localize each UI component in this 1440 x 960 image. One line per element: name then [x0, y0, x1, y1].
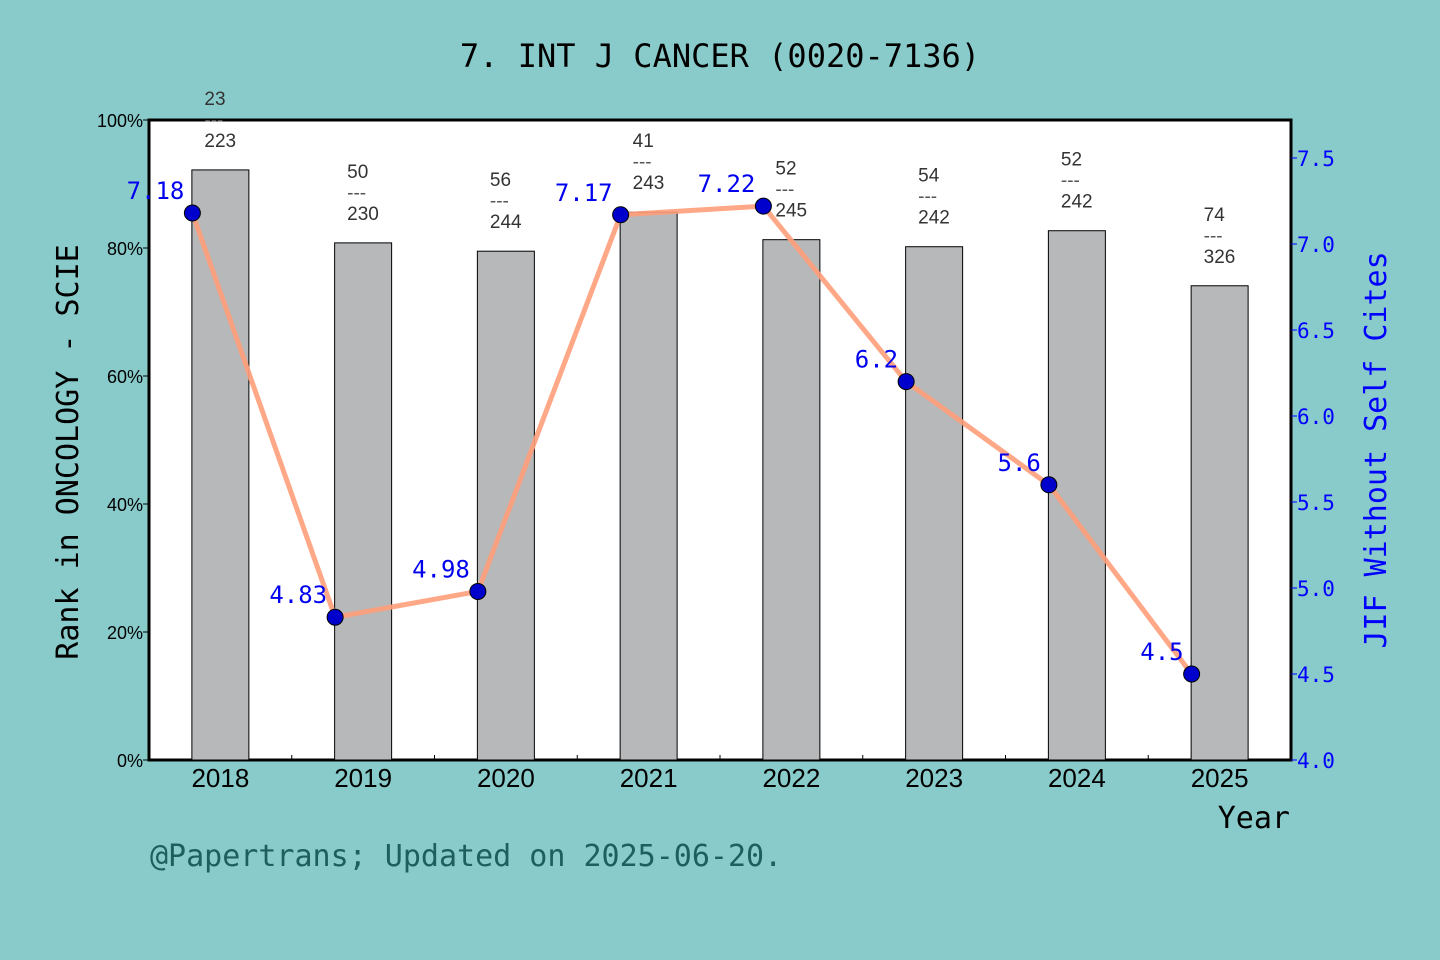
bar-separator-2025: --- [1204, 226, 1223, 247]
bar-2023 [905, 246, 964, 761]
x-tick-label-2023: 2023 [905, 763, 963, 793]
bar-total-label-2025: 326 [1204, 247, 1236, 268]
jif-line [190, 203, 1194, 676]
bar-separator-2018: --- [204, 110, 223, 131]
jif-marker-2024 [1040, 476, 1058, 494]
left-tick-label: 60% [107, 367, 143, 387]
footer-credit: @Papertrans; Updated on 2025-06-20. [150, 839, 782, 874]
jif-label-2021: 7.17 [555, 179, 613, 207]
left-tick-label: 0% [117, 751, 143, 771]
x-tick-label-2020: 2020 [477, 763, 535, 793]
bar-total-label-2018: 223 [204, 131, 236, 152]
left-tick-label: 80% [107, 239, 143, 259]
right-tick-label: 7.5 [1297, 147, 1335, 171]
jif-marker-2018 [183, 204, 201, 222]
jif-marker-2022 [754, 197, 772, 215]
chart-title: 7. INT J CANCER (0020-7136) [460, 37, 980, 75]
bar-2018 [191, 169, 250, 761]
jif-marker-2025 [1183, 665, 1201, 683]
bar-separator-2024: --- [1061, 171, 1080, 192]
x-tick-label-2022: 2022 [762, 763, 820, 793]
jif-label-2020: 4.98 [412, 555, 470, 583]
x-tick-label-2021: 2021 [620, 763, 678, 793]
right-tick-label: 4.0 [1297, 749, 1335, 773]
x-tick-label-2025: 2025 [1191, 763, 1249, 793]
jif-marker-2023 [897, 373, 915, 391]
bar-rank-label-2022: 52 [775, 159, 796, 180]
jif-label-2019: 4.83 [269, 581, 327, 609]
left-tick-label: 40% [107, 495, 143, 515]
bar-separator-2022: --- [775, 180, 794, 201]
x-tick-label-2019: 2019 [334, 763, 392, 793]
jif-marker-2019 [326, 608, 344, 626]
bar-separator-2023: --- [918, 187, 937, 208]
bar-rank-label-2020: 56 [490, 170, 511, 191]
left-axis-label: Rank in ONCOLOGY - SCIE [51, 244, 86, 659]
bar-2022 [762, 239, 821, 761]
jif-marker-2021 [612, 206, 630, 224]
jif-label-2024: 5.6 [998, 449, 1041, 477]
left-tick-label: 20% [107, 623, 143, 643]
right-tick-label: 6.5 [1297, 319, 1335, 343]
jif-marker-2020 [469, 582, 487, 600]
x-axis-label: Year [1218, 801, 1290, 836]
right-tick-label: 5.0 [1297, 577, 1335, 601]
bar-2020 [476, 250, 535, 761]
right-tick-label: 5.5 [1297, 491, 1335, 515]
bar-rank-label-2023: 54 [918, 166, 940, 187]
bar-2019 [334, 242, 393, 761]
bar-total-label-2022: 245 [775, 201, 807, 222]
jif-label-2022: 7.22 [698, 170, 756, 198]
bar-rank-label-2021: 41 [633, 131, 654, 152]
jif-label-2025: 4.5 [1140, 638, 1183, 666]
x-tick-label-2018: 2018 [191, 763, 249, 793]
bar-total-label-2024: 242 [1061, 192, 1093, 213]
jif-label-2023: 6.2 [855, 346, 898, 374]
right-tick-label: 7.0 [1297, 233, 1335, 257]
x-tick-label-2024: 2024 [1048, 763, 1106, 793]
bar-total-label-2023: 242 [918, 208, 950, 229]
left-tick-label: 100% [97, 111, 143, 131]
bar-rank-label-2019: 50 [347, 162, 368, 183]
jif-label-2018: 7.18 [127, 177, 185, 205]
bar-rank-label-2025: 74 [1204, 205, 1226, 226]
bar-separator-2021: --- [633, 152, 652, 173]
bar-2025 [1190, 285, 1249, 761]
bar-total-label-2020: 244 [490, 212, 522, 233]
right-axis-label: JIF Without Self Cites [1359, 251, 1394, 648]
plot-area [147, 118, 1293, 762]
right-tick-label: 6.0 [1297, 405, 1335, 429]
bar-rank-label-2018: 23 [204, 89, 225, 110]
bar-separator-2020: --- [490, 191, 509, 212]
bar-total-label-2019: 230 [347, 204, 379, 225]
bar-2021 [619, 211, 678, 761]
bar-separator-2019: --- [347, 183, 366, 204]
right-tick-label: 4.5 [1297, 663, 1335, 687]
bar-rank-label-2024: 52 [1061, 150, 1082, 171]
bar-total-label-2021: 243 [633, 173, 665, 194]
